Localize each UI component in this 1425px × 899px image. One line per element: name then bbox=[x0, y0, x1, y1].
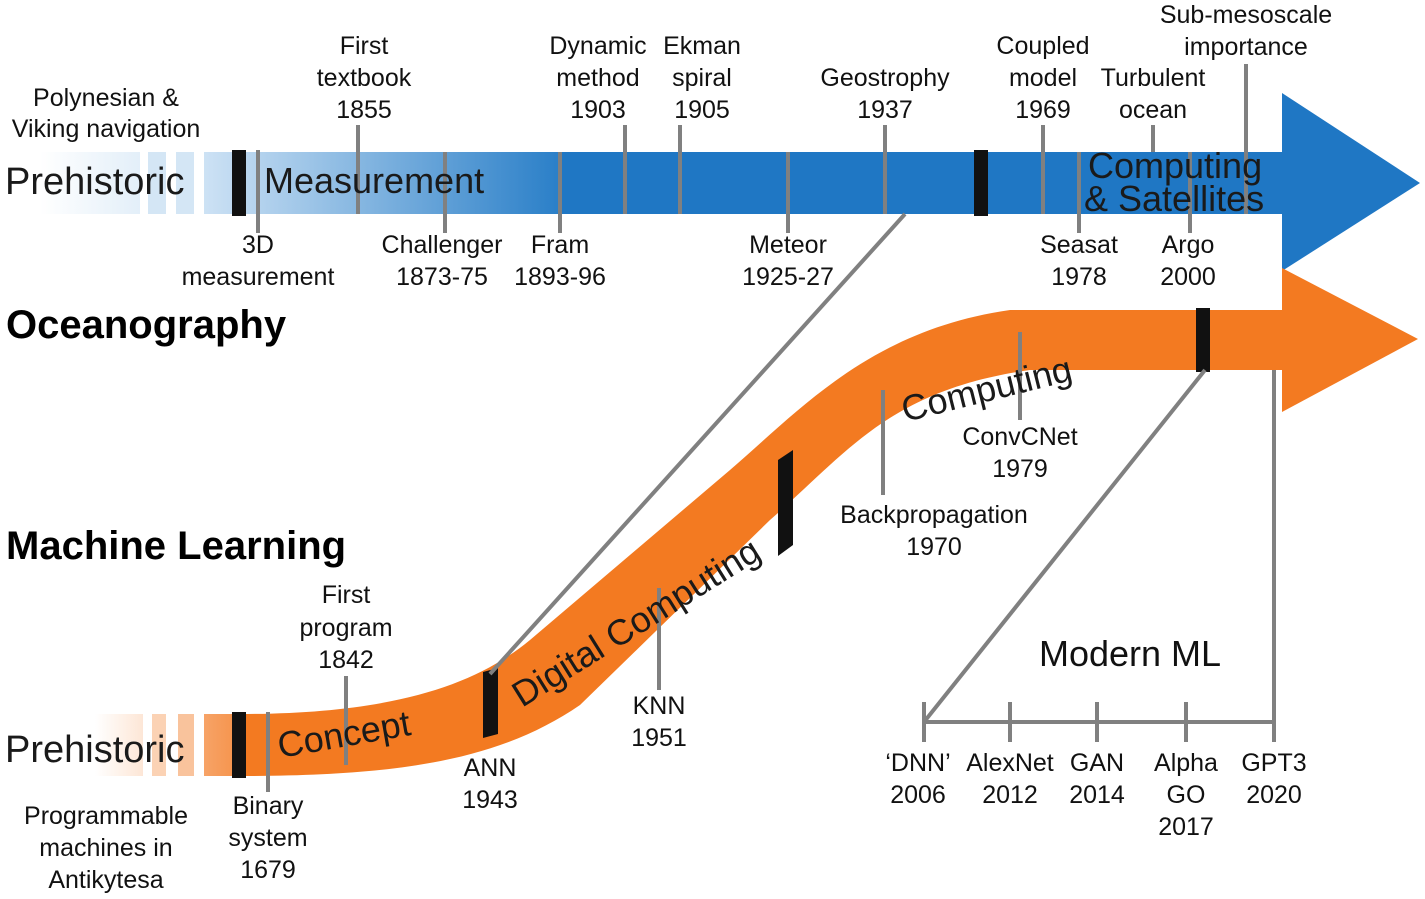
ml-prehistoric-stripe bbox=[178, 714, 194, 776]
label-alexnet-year: 2012 bbox=[982, 781, 1038, 809]
label-challenger-year: 1873-75 bbox=[396, 263, 488, 291]
label-ann-year: 1943 bbox=[462, 786, 518, 814]
modern-ml-title: Modern ML bbox=[1039, 633, 1221, 674]
label-dnn-year: 2006 bbox=[890, 781, 946, 809]
label-binary-l2: system bbox=[228, 824, 307, 852]
label-backprop-year: 1970 bbox=[906, 533, 962, 561]
label-dnn-l1: ‘DNN’ bbox=[885, 749, 950, 777]
label-seasat-year: 1978 bbox=[1051, 263, 1107, 291]
label-seasat-l1: Seasat bbox=[1040, 231, 1118, 259]
ocean-prehistoric-stripe bbox=[148, 152, 166, 214]
label-knn-l1: KNN bbox=[633, 692, 686, 720]
modern-ml-labels: ‘DNN’ 2006 AlexNet 2012 GAN 2014 Alpha G… bbox=[885, 749, 1306, 841]
label-programmable-l1: Programmable bbox=[24, 802, 188, 830]
heading-machine-learning: Machine Learning bbox=[6, 524, 346, 568]
label-ekman-year: 1905 bbox=[674, 96, 730, 124]
ocean-arrow bbox=[40, 93, 1420, 271]
label-alphago-year: 2017 bbox=[1158, 813, 1214, 841]
ocean-era-prehistoric: Prehistoric bbox=[5, 161, 185, 203]
label-submesoscale-l2: importance bbox=[1184, 33, 1308, 61]
connector-lines bbox=[488, 212, 1276, 724]
ml-arrow bbox=[95, 268, 1418, 778]
label-meteor-l1: Meteor bbox=[749, 231, 827, 259]
ml-prehistoric-fade bbox=[95, 714, 143, 776]
label-first-program-year: 1842 bbox=[318, 646, 374, 674]
label-ann-l1: ANN bbox=[464, 754, 517, 782]
ocean-measurement-band bbox=[204, 152, 564, 214]
connector-geostrophy-ann bbox=[488, 212, 907, 676]
label-ekman-l1: Ekman bbox=[663, 32, 741, 60]
ml-labels: Programmable machines in Antikytesa Bina… bbox=[24, 423, 1078, 894]
ml-prehistoric-stripe bbox=[152, 714, 166, 776]
label-3d-measurement-l2: measurement bbox=[182, 263, 335, 291]
label-3d-measurement-l1: 3D bbox=[242, 231, 274, 259]
label-backprop-l1: Backpropagation bbox=[840, 501, 1028, 529]
label-first-program-l2: program bbox=[299, 614, 392, 642]
ml-era-divider bbox=[1196, 308, 1210, 372]
label-binary-year: 1679 bbox=[240, 856, 296, 884]
ocean-top-labels: Polynesian & Viking navigation First tex… bbox=[12, 1, 1332, 143]
label-gan-year: 2014 bbox=[1069, 781, 1125, 809]
label-argo-year: 2000 bbox=[1160, 263, 1216, 291]
ocean-band-solid bbox=[562, 152, 1288, 214]
label-convcnet-year: 1979 bbox=[992, 455, 1048, 483]
ocean-arrow-head bbox=[1282, 93, 1420, 271]
label-knn-year: 1951 bbox=[631, 724, 687, 752]
connector-modern-ml bbox=[922, 368, 1207, 724]
ocean-bottom-labels: 3D measurement Challenger 1873-75 Fram 1… bbox=[182, 231, 1216, 291]
label-first-textbook-l1: First bbox=[340, 32, 389, 60]
label-polynesian-l2: Viking navigation bbox=[12, 115, 201, 143]
label-geostrophy-year: 1937 bbox=[857, 96, 913, 124]
label-dynamic-method-year: 1903 bbox=[570, 96, 626, 124]
label-alexnet-l1: AlexNet bbox=[966, 749, 1054, 777]
label-fram-year: 1893-96 bbox=[514, 263, 606, 291]
label-submesoscale-l1: Sub-mesoscale bbox=[1160, 1, 1332, 29]
label-gpt3-year: 2020 bbox=[1246, 781, 1302, 809]
ml-arrow-head bbox=[1282, 268, 1418, 412]
label-fram-l1: Fram bbox=[531, 231, 589, 259]
ml-era-divider bbox=[232, 712, 246, 778]
ml-ticks bbox=[266, 332, 1022, 792]
label-first-textbook-l2: textbook bbox=[317, 64, 412, 92]
ocean-era-computing-line1: Computing bbox=[1088, 145, 1262, 186]
label-meteor-year: 1925-27 bbox=[742, 263, 834, 291]
label-coupled-model-year: 1969 bbox=[1015, 96, 1071, 124]
label-convcnet-l1: ConvCNet bbox=[962, 423, 1077, 451]
ml-era-divider bbox=[778, 450, 793, 556]
label-geostrophy-l1: Geostrophy bbox=[820, 64, 950, 92]
ml-era-prehistoric: Prehistoric bbox=[5, 729, 185, 771]
modern-ml-timeline bbox=[922, 702, 1276, 742]
ocean-era-divider bbox=[232, 150, 246, 216]
label-first-textbook-year: 1855 bbox=[336, 96, 392, 124]
label-turbulent-ocean-l1: Turbulent bbox=[1101, 64, 1206, 92]
ocean-era-computing-line2: & Satellites bbox=[1084, 178, 1264, 219]
label-gan-l1: GAN bbox=[1070, 749, 1124, 777]
label-dynamic-method-l1: Dynamic bbox=[549, 32, 646, 60]
label-coupled-model-l2: model bbox=[1009, 64, 1077, 92]
label-first-program-l1: First bbox=[322, 581, 371, 609]
label-alphago-l2: GO bbox=[1167, 781, 1206, 809]
label-dynamic-method-l2: method bbox=[556, 64, 639, 92]
label-polynesian-l1: Polynesian & bbox=[33, 84, 179, 112]
label-coupled-model-l1: Coupled bbox=[996, 32, 1089, 60]
label-programmable-l2: machines in bbox=[39, 834, 172, 862]
heading-oceanography: Oceanography bbox=[6, 303, 287, 347]
label-argo-l1: Argo bbox=[1162, 231, 1215, 259]
ocean-era-measurement: Measurement bbox=[264, 160, 484, 201]
ml-era-divider bbox=[483, 668, 498, 738]
label-binary-l1: Binary bbox=[233, 792, 304, 820]
ocean-era-divider bbox=[974, 150, 988, 216]
label-gpt3-l1: GPT3 bbox=[1241, 749, 1306, 777]
ocean-prehistoric-fade bbox=[40, 152, 140, 214]
ocean-ticks bbox=[256, 64, 1248, 233]
label-turbulent-ocean-l2: ocean bbox=[1119, 96, 1187, 124]
label-challenger-l1: Challenger bbox=[382, 231, 503, 259]
label-ekman-l2: spiral bbox=[672, 64, 732, 92]
label-alphago-l1: Alpha bbox=[1154, 749, 1218, 777]
label-programmable-l3: Antikytesa bbox=[48, 866, 163, 894]
ocean-prehistoric-stripe bbox=[176, 152, 194, 214]
